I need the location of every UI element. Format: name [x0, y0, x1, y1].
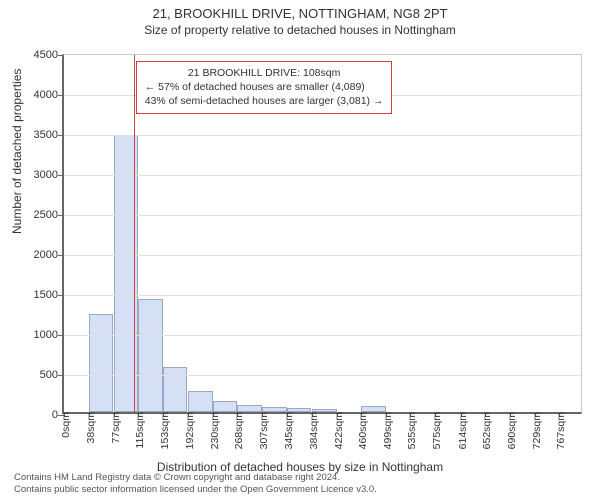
xtick-label: 192sqm: [184, 412, 196, 456]
histogram-bar: [237, 405, 262, 412]
gridline: [64, 255, 581, 256]
xtick-label: 230sqm: [209, 412, 221, 456]
annotation-box: 21 BROOKHILL DRIVE: 108sqm← 57% of detac…: [136, 61, 393, 114]
ytick-label: 2000: [34, 249, 64, 261]
chart-title: 21, BROOKHILL DRIVE, NOTTINGHAM, NG8 2PT: [0, 0, 600, 23]
ytick-label: 4500: [34, 49, 64, 61]
xtick-label: 345sqm: [283, 412, 295, 456]
gridline: [64, 375, 581, 376]
histogram-bar: [89, 314, 114, 412]
marker-line: [134, 55, 135, 412]
gridline: [64, 335, 581, 336]
xtick-label: 460sqm: [357, 412, 369, 456]
xtick-label: 307sqm: [258, 412, 270, 456]
ytick-label: 1500: [34, 289, 64, 301]
xtick-label: 690sqm: [506, 412, 518, 456]
ytick-label: 2500: [34, 209, 64, 221]
xtick-label: 499sqm: [382, 412, 394, 456]
histogram-bar: [188, 391, 213, 412]
credits-line-1: Contains HM Land Registry data © Crown c…: [14, 472, 377, 484]
annotation-line: 21 BROOKHILL DRIVE: 108sqm: [145, 66, 384, 80]
plot-outer: 0500100015002000250030003500400045000sqm…: [62, 54, 582, 414]
xtick-label: 422sqm: [333, 412, 345, 456]
annotation-line: ← 57% of detached houses are smaller (4,…: [145, 80, 384, 94]
xtick-label: 115sqm: [134, 412, 146, 456]
xtick-label: 77sqm: [110, 412, 122, 456]
ytick-label: 500: [40, 369, 64, 381]
xtick-label: 652sqm: [481, 412, 493, 456]
gridline: [64, 135, 581, 136]
plot-area: 0500100015002000250030003500400045000sqm…: [62, 54, 582, 414]
ytick-label: 3000: [34, 169, 64, 181]
annotation-line: 43% of semi-detached houses are larger (…: [145, 94, 384, 108]
chart-container: 21, BROOKHILL DRIVE, NOTTINGHAM, NG8 2PT…: [0, 0, 600, 500]
gridline: [64, 175, 581, 176]
xtick-label: 614sqm: [457, 412, 469, 456]
histogram-bar: [138, 299, 163, 412]
xtick-label: 153sqm: [159, 412, 171, 456]
credits-line-2: Contains public sector information licen…: [14, 484, 377, 496]
y-axis-label: Number of detached properties: [10, 69, 24, 234]
xtick-label: 0sqm: [60, 412, 72, 456]
histogram-bar: [213, 401, 238, 412]
gridline: [64, 295, 581, 296]
histogram-bar: [163, 367, 188, 412]
ytick-label: 4000: [34, 89, 64, 101]
chart-subtitle: Size of property relative to detached ho…: [0, 23, 600, 39]
ytick-label: 1000: [34, 329, 64, 341]
ytick-label: 3500: [34, 129, 64, 141]
xtick-label: 767sqm: [555, 412, 567, 456]
credits-block: Contains HM Land Registry data © Crown c…: [14, 472, 377, 496]
gridline: [64, 215, 581, 216]
xtick-label: 535sqm: [406, 412, 418, 456]
xtick-label: 268sqm: [233, 412, 245, 456]
xtick-label: 38sqm: [85, 412, 97, 456]
xtick-label: 729sqm: [531, 412, 543, 456]
xtick-label: 575sqm: [431, 412, 443, 456]
xtick-label: 384sqm: [308, 412, 320, 456]
